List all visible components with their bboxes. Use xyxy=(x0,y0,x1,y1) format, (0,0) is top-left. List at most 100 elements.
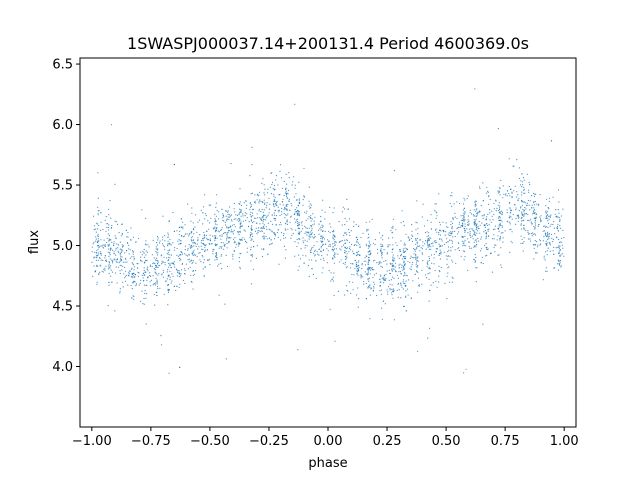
data-point xyxy=(397,277,399,279)
data-point xyxy=(261,230,263,232)
data-point xyxy=(542,240,544,242)
data-point xyxy=(347,208,349,210)
data-point xyxy=(368,236,370,238)
data-point xyxy=(263,224,265,226)
data-point xyxy=(407,294,409,296)
data-point xyxy=(416,241,418,243)
data-point xyxy=(182,228,184,230)
data-point xyxy=(415,262,417,264)
data-point xyxy=(380,245,382,248)
data-point xyxy=(189,266,191,268)
data-point xyxy=(434,209,436,212)
data-point xyxy=(316,241,318,243)
data-point xyxy=(381,277,383,279)
data-point xyxy=(356,240,358,242)
data-point xyxy=(524,213,526,215)
data-point xyxy=(246,247,248,249)
data-point xyxy=(118,232,120,234)
data-point xyxy=(262,178,264,180)
data-point xyxy=(400,284,402,286)
data-point xyxy=(250,219,252,221)
data-point xyxy=(240,225,242,227)
data-point xyxy=(114,220,116,222)
data-point xyxy=(241,239,243,241)
data-point xyxy=(156,254,159,256)
data-point xyxy=(508,193,510,195)
data-point xyxy=(233,202,235,204)
data-point xyxy=(472,214,474,216)
data-point xyxy=(428,235,430,237)
data-point xyxy=(263,184,265,186)
data-point xyxy=(104,257,106,259)
data-point xyxy=(283,209,285,211)
data-point xyxy=(131,273,133,275)
data-point xyxy=(142,277,144,279)
data-point xyxy=(170,244,172,246)
data-point xyxy=(164,235,166,237)
data-point xyxy=(415,229,417,231)
data-point xyxy=(545,226,548,228)
data-point xyxy=(238,234,240,236)
data-point xyxy=(152,275,154,277)
data-point xyxy=(281,213,283,215)
data-point xyxy=(203,275,205,277)
data-point xyxy=(430,248,432,250)
data-point xyxy=(264,203,266,205)
data-point xyxy=(532,233,535,235)
data-point xyxy=(400,297,402,299)
data-point xyxy=(532,213,534,215)
data-point xyxy=(505,193,507,195)
data-point xyxy=(381,307,383,309)
data-point xyxy=(353,225,355,228)
data-point xyxy=(381,257,383,259)
data-point xyxy=(132,250,134,252)
data-point xyxy=(162,244,164,246)
data-point xyxy=(214,235,216,237)
data-point xyxy=(250,220,252,222)
data-point xyxy=(405,285,407,287)
data-point xyxy=(367,286,370,288)
data-point xyxy=(559,220,561,222)
data-point xyxy=(239,231,241,233)
data-point xyxy=(346,289,348,291)
data-point xyxy=(342,262,344,264)
data-point xyxy=(536,246,539,248)
data-point xyxy=(102,247,104,249)
data-point xyxy=(226,220,228,222)
data-point xyxy=(290,203,292,205)
data-point xyxy=(230,219,233,221)
data-point xyxy=(379,285,381,287)
data-point xyxy=(334,241,336,243)
data-point xyxy=(106,226,108,228)
data-point xyxy=(145,240,147,242)
data-point xyxy=(193,228,195,231)
data-point xyxy=(513,190,515,192)
data-point xyxy=(286,197,288,199)
data-point xyxy=(322,236,324,238)
data-point xyxy=(256,213,258,215)
data-point xyxy=(444,243,446,246)
data-point xyxy=(204,250,206,252)
data-point xyxy=(202,256,204,258)
data-point xyxy=(358,298,360,300)
data-point xyxy=(545,243,548,245)
data-point xyxy=(171,280,173,282)
data-point xyxy=(103,239,105,241)
data-point xyxy=(274,203,276,205)
data-point xyxy=(244,215,246,217)
data-point xyxy=(271,223,274,225)
data-point xyxy=(142,280,144,282)
data-point xyxy=(310,220,312,222)
data-point xyxy=(193,241,195,243)
data-point xyxy=(555,247,557,249)
data-point xyxy=(306,245,308,247)
data-point xyxy=(164,240,166,242)
data-point xyxy=(411,230,413,232)
data-point xyxy=(534,228,536,230)
data-point xyxy=(173,285,175,287)
data-point xyxy=(560,215,563,217)
data-point xyxy=(249,237,251,239)
data-point xyxy=(427,264,429,266)
data-point xyxy=(250,254,252,256)
data-point xyxy=(126,274,128,276)
